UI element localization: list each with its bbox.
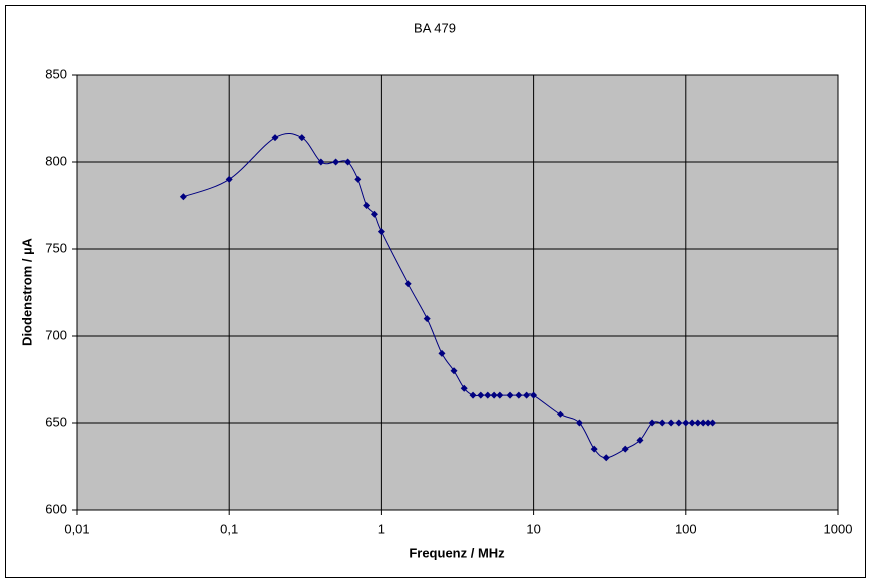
data-point xyxy=(699,419,707,427)
data-point xyxy=(370,210,378,218)
data-point xyxy=(667,419,675,427)
data-point xyxy=(404,280,412,288)
x-axis-label: Frequenz / MHz xyxy=(409,545,505,560)
x-tick-label: 100 xyxy=(675,521,697,536)
data-point xyxy=(423,315,431,323)
data-point xyxy=(523,391,531,399)
data-point xyxy=(450,367,458,375)
data-point xyxy=(271,134,279,142)
data-point xyxy=(363,202,371,209)
data-point xyxy=(602,454,610,462)
data-point xyxy=(179,193,187,201)
data-point xyxy=(496,391,504,399)
data-point xyxy=(688,419,696,427)
y-tick-label: 800 xyxy=(45,153,67,168)
data-point xyxy=(354,175,362,183)
x-tick-label: 10 xyxy=(526,521,540,536)
y-tick-label: 850 xyxy=(45,66,67,81)
data-point xyxy=(694,419,702,427)
data-point xyxy=(575,419,583,427)
data-point xyxy=(590,445,598,453)
data-point xyxy=(675,419,683,427)
data-point xyxy=(298,134,306,142)
data-point xyxy=(484,391,492,399)
data-point xyxy=(460,384,468,392)
y-tick-label: 750 xyxy=(45,240,67,255)
data-point xyxy=(709,419,717,427)
data-point xyxy=(530,391,538,399)
chart-title: BA 479 xyxy=(414,20,456,35)
data-point xyxy=(469,391,477,399)
y-tick-label: 650 xyxy=(45,414,67,429)
data-point xyxy=(344,158,352,166)
data-point xyxy=(332,158,340,166)
x-tick-label: 0,1 xyxy=(220,521,238,536)
data-point xyxy=(621,445,629,453)
data-point xyxy=(317,158,325,166)
y-tick-label: 700 xyxy=(45,327,67,342)
data-point xyxy=(477,391,485,399)
data-point xyxy=(682,419,690,427)
x-tick-label: 1 xyxy=(378,521,385,536)
data-point xyxy=(556,410,564,418)
data-point xyxy=(648,419,656,427)
data-point xyxy=(490,391,498,399)
data-point xyxy=(377,228,385,236)
plot-area xyxy=(76,74,839,511)
y-tick-label: 600 xyxy=(45,501,67,516)
y-axis-label: Diodenstrom / µA xyxy=(19,237,34,345)
data-point xyxy=(225,175,233,183)
x-tick-label: 1000 xyxy=(824,521,853,536)
data-point xyxy=(658,419,666,427)
x-tick-label: 0,01 xyxy=(64,521,89,536)
data-point xyxy=(506,391,514,399)
data-point xyxy=(515,391,523,399)
data-point xyxy=(438,349,446,357)
data-point xyxy=(704,419,712,427)
data-point xyxy=(636,436,644,444)
